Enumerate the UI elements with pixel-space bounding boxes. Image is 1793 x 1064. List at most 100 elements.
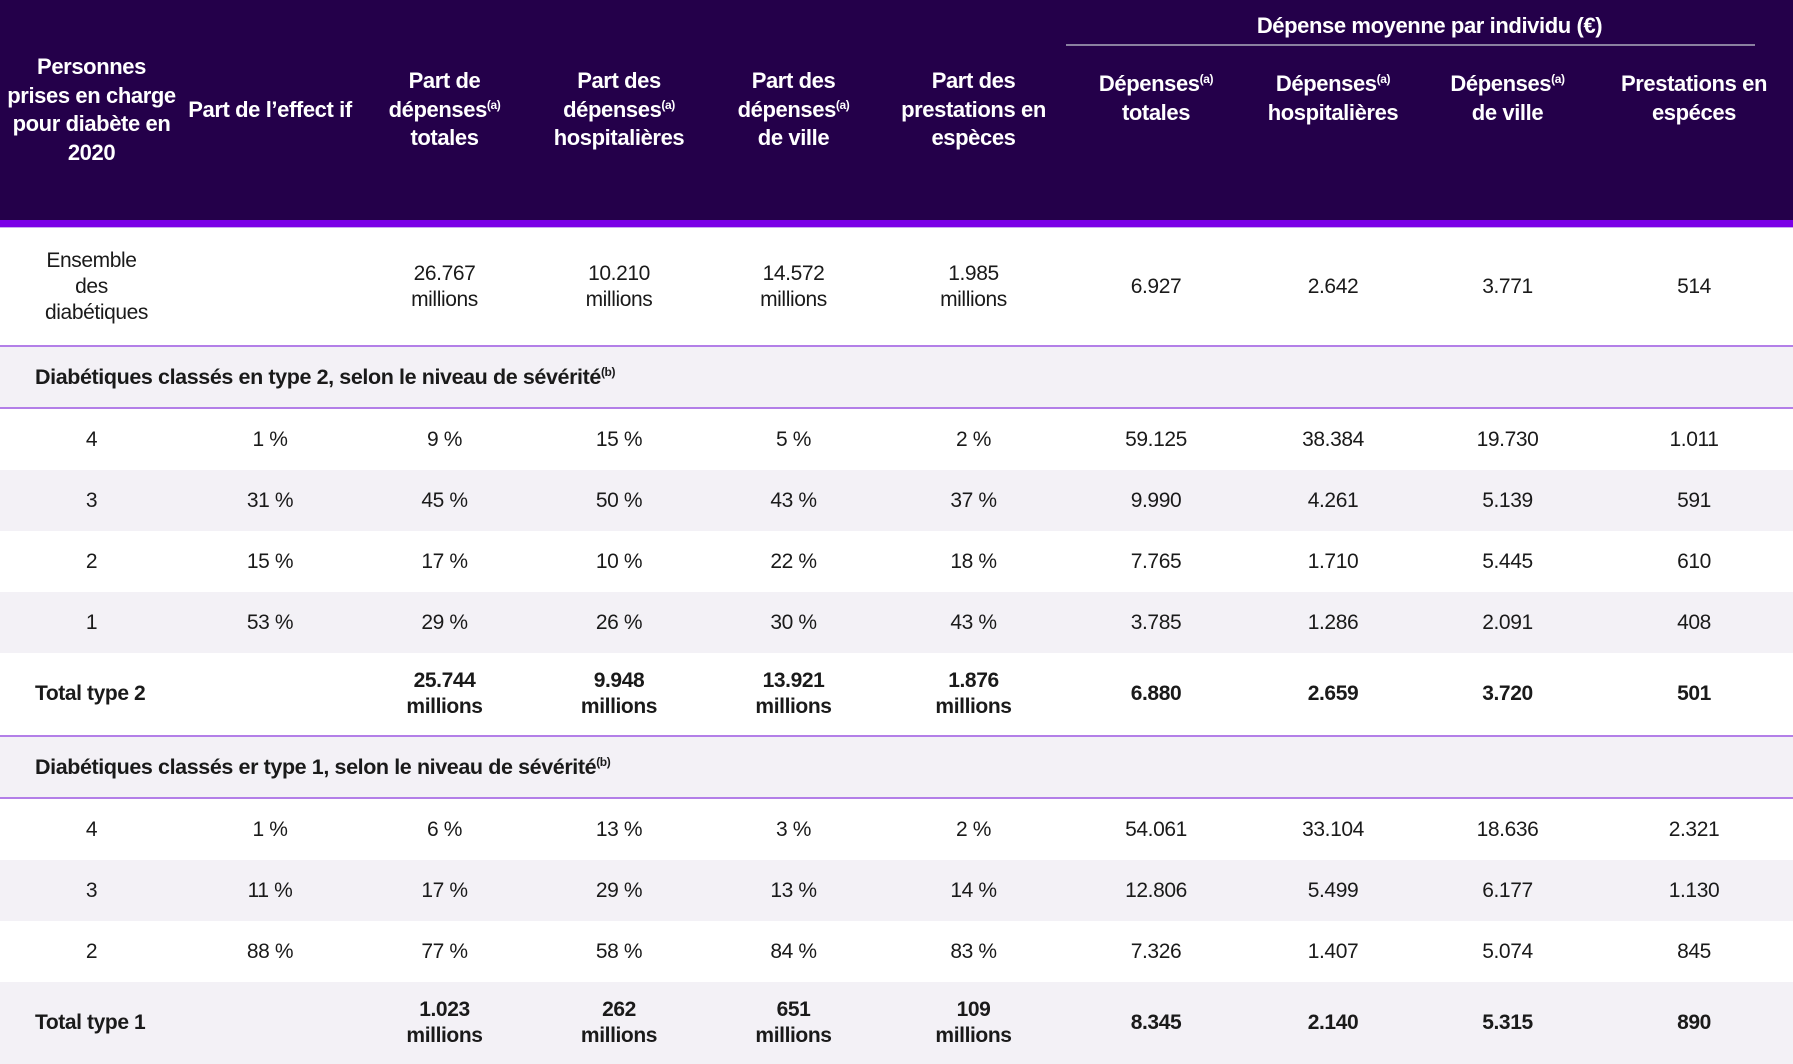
col-header-depenses-hospitalieres: Dépenses(a) hospitalières bbox=[1246, 48, 1420, 220]
cell: 2.659 bbox=[1307, 682, 1359, 705]
cell-millions: 14.572 millions bbox=[706, 228, 881, 347]
cell: 83 % bbox=[950, 939, 997, 963]
cell: 3 % bbox=[776, 817, 811, 841]
severity-level: 4 bbox=[85, 427, 98, 451]
cell: 53 % bbox=[183, 592, 357, 653]
section-label: Diabétiques classés er type 1, selon le … bbox=[35, 755, 597, 779]
cell: 13 % bbox=[706, 860, 881, 921]
cell: 59.125 bbox=[1125, 427, 1187, 451]
cell-millions: 10.210 millions bbox=[532, 228, 706, 347]
cell: 88 % bbox=[246, 939, 294, 963]
table-row: 3 31 % 45 % 50 % 43 % 37 % 9.990 4.261 5.139 591 bbox=[0, 470, 1793, 531]
cell: 84 % bbox=[770, 939, 817, 963]
cell: 77 % bbox=[421, 939, 468, 963]
cell: 26 % bbox=[532, 592, 706, 653]
cell: 591 bbox=[1595, 470, 1793, 531]
cell: 1.011 bbox=[1669, 427, 1719, 451]
unit-label: millions bbox=[411, 287, 478, 311]
cell: 1.407 bbox=[1307, 939, 1359, 963]
cell: 890 bbox=[1595, 982, 1793, 1064]
cell: 5.445 bbox=[1482, 549, 1533, 573]
group-header-depense-moyenne: Dépense moyenne par individu (€) bbox=[1066, 0, 1793, 48]
unit-label: millions bbox=[755, 1024, 832, 1047]
section-title: Diabétiques classés er type 1, selon le … bbox=[0, 735, 1793, 799]
table-header: Personnes prises en charge pour diabète … bbox=[0, 0, 1793, 220]
cell-millions: 1.876 millions bbox=[881, 653, 1066, 736]
total-row-type2: Total type 2 25.744 millions 9.948 millions 1… bbox=[0, 653, 1793, 736]
severity-level: 2 bbox=[85, 549, 98, 573]
total-row-type1: Total type 1 1.023 millions 262 millions 651 m… bbox=[0, 982, 1793, 1064]
cell: 9 % bbox=[427, 427, 462, 451]
value: 262 bbox=[602, 998, 636, 1021]
cell: 54.061 bbox=[1125, 817, 1187, 841]
cell: 19.730 bbox=[1476, 427, 1539, 451]
col-header-personnes: Personnes prises en charge pour diabète … bbox=[0, 0, 183, 220]
cell: 37 % bbox=[881, 470, 1066, 531]
severity-level: 2 bbox=[85, 939, 98, 963]
cell: 2.321 bbox=[1668, 817, 1720, 841]
cell: 610 bbox=[1677, 549, 1711, 573]
cell-millions: 262 millions bbox=[532, 982, 706, 1064]
row-label: Ensemble des diabétiques bbox=[45, 248, 149, 324]
cell: 3.785 bbox=[1066, 592, 1246, 653]
cell: 18 % bbox=[950, 549, 997, 573]
cell: 43 % bbox=[706, 470, 881, 531]
cell-millions: 26.767 millions bbox=[357, 228, 532, 347]
cell: 13 % bbox=[595, 817, 643, 841]
cell: 12.806 bbox=[1066, 860, 1246, 921]
cell: 7.326 bbox=[1130, 939, 1182, 963]
cell: 43 % bbox=[881, 592, 1066, 653]
unit-label: millions bbox=[580, 695, 658, 718]
unit-label: millions bbox=[940, 287, 1007, 311]
cell: 50 % bbox=[532, 470, 706, 531]
cell: 5.139 bbox=[1420, 470, 1595, 531]
row-ensemble: Ensemble des diabétiques 26.767 millions 10… bbox=[0, 228, 1793, 347]
cell: 3.720 bbox=[1482, 682, 1533, 705]
cell: 33.104 bbox=[1302, 817, 1364, 841]
cell: 1.286 bbox=[1246, 592, 1420, 653]
cell: 17 % bbox=[421, 549, 468, 573]
cell-millions: 13.921 millions bbox=[706, 653, 881, 736]
cell: 45 % bbox=[357, 470, 532, 531]
unit-label: millions bbox=[935, 695, 1012, 718]
cell bbox=[183, 228, 357, 347]
cell-millions: 25.744 millions bbox=[357, 653, 532, 736]
col-header-part-prestations: Part des prestations en espèces bbox=[881, 0, 1066, 220]
cell: 17 % bbox=[357, 860, 532, 921]
cell: 2.642 bbox=[1307, 274, 1359, 298]
table-row: 1 53 % 29 % 26 % 30 % 43 % 3.785 1.286 2.091 408 bbox=[0, 592, 1793, 653]
cell bbox=[183, 982, 357, 1064]
cell: 5.499 bbox=[1246, 860, 1420, 921]
unit-label: millions bbox=[760, 287, 827, 311]
value: 10.210 bbox=[588, 261, 650, 285]
cell: 10 % bbox=[595, 549, 643, 573]
cell-millions: 9.948 millions bbox=[532, 653, 706, 736]
unit-label: millions bbox=[755, 695, 832, 718]
unit-label: millions bbox=[935, 1024, 1012, 1047]
cell: 408 bbox=[1595, 592, 1793, 653]
cell: 514 bbox=[1677, 274, 1711, 298]
cell-millions: 651 millions bbox=[706, 982, 881, 1064]
col-header-part-depenses-totales: Part de dépenses(a) totales bbox=[357, 0, 532, 220]
col-header-depenses-ville: Dépenses(a) de ville bbox=[1420, 48, 1595, 220]
severity-level: 4 bbox=[85, 817, 98, 841]
cell-millions: 109 millions bbox=[881, 982, 1066, 1064]
cell: 6 % bbox=[427, 817, 462, 841]
unit-label: millions bbox=[580, 1024, 658, 1047]
severity-level: 3 bbox=[0, 860, 183, 921]
value: 26.767 bbox=[413, 261, 476, 285]
value: 1.876 bbox=[948, 669, 999, 692]
cell-millions: 1.023 millions bbox=[357, 982, 532, 1064]
table-row: 4 1 % 6 % 13 % 3 % 2 % 54.061 33.104 18.636 2.321 bbox=[0, 798, 1793, 860]
cell: 7.765 bbox=[1130, 549, 1182, 573]
cell: 1.710 bbox=[1307, 549, 1359, 573]
cell: 4.261 bbox=[1246, 470, 1420, 531]
value: 25.744 bbox=[413, 669, 476, 692]
cell: 22 % bbox=[770, 549, 817, 573]
cell: 2.140 bbox=[1246, 982, 1420, 1064]
table-row: 4 1 % 9 % 15 % 5 % 2 % 59.125 38.384 19.730 1.011 bbox=[0, 408, 1793, 470]
table-row: 2 15 % 17 % 10 % 22 % 18 % 7.765 1.710 5.445 610 bbox=[0, 531, 1793, 592]
cell: 31 % bbox=[183, 470, 357, 531]
cell: 38.384 bbox=[1302, 427, 1364, 451]
